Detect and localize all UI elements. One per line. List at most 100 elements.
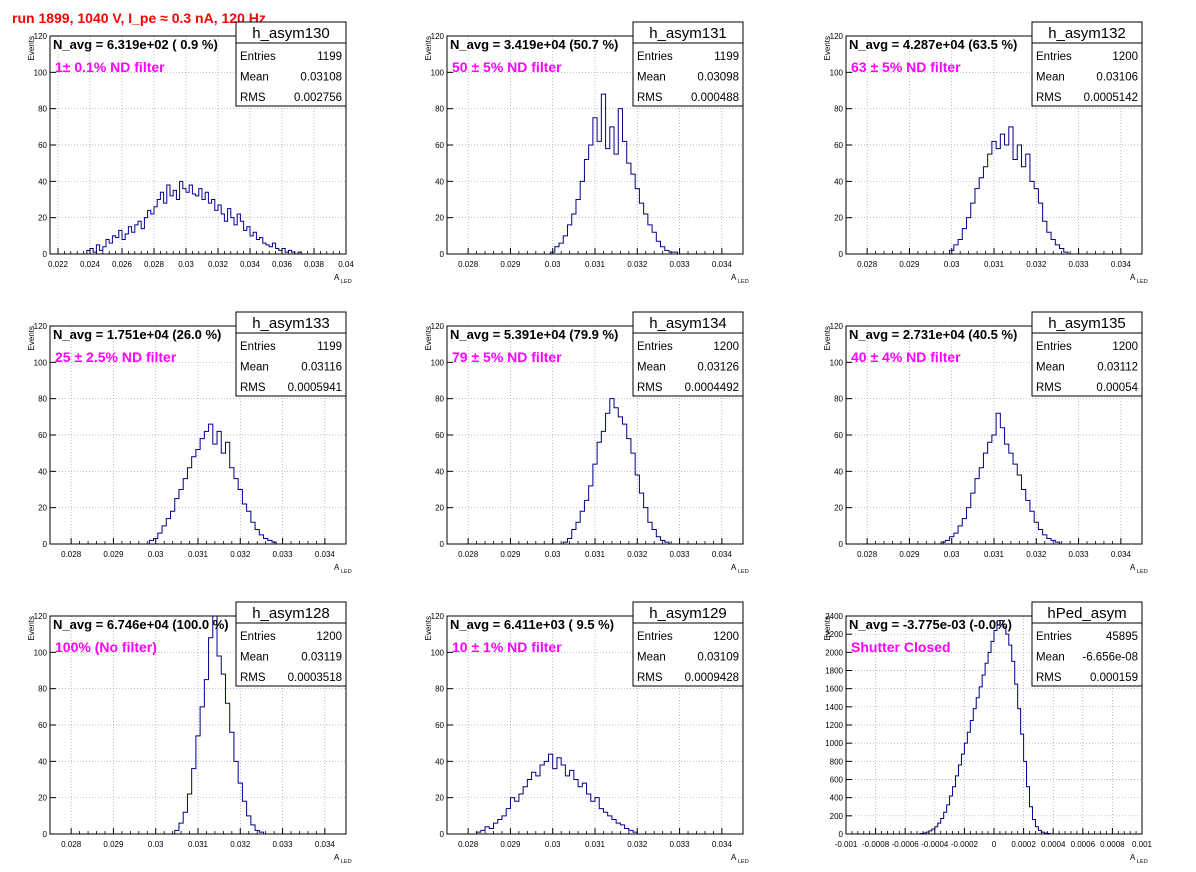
y-tick-label: 20 (38, 794, 47, 803)
x-tick-label: 0.034 (1111, 550, 1132, 559)
stats-box-title: h_asym129 (649, 605, 727, 622)
x-axis-title-subscript: LED (1137, 859, 1148, 865)
y-tick-label: 60 (834, 141, 843, 150)
navg-label: N_avg = 6.746e+04 (100.0 %) (53, 617, 229, 632)
stats-value-rms: 0.0003518 (288, 672, 342, 684)
y-tick-label: 80 (834, 395, 843, 404)
x-tick-label: 0.028 (857, 550, 878, 559)
x-tick-label: -0.001 (835, 840, 858, 849)
filter-annotation: 100% (No filter) (55, 639, 157, 655)
histogram-series (919, 620, 1051, 835)
stats-value-entries: 1199 (714, 51, 739, 63)
stats-label-entries: Entries (240, 51, 276, 63)
y-tick-label: 0 (839, 830, 844, 839)
x-tick-label: 0.029 (500, 550, 521, 559)
x-axis-title: A (1130, 853, 1136, 862)
x-tick-label: 0.034 (712, 550, 733, 559)
x-tick-label: 0.029 (899, 260, 920, 269)
x-tick-label: 0.03 (944, 550, 960, 559)
navg-label: N_avg = 6.319e+02 ( 0.9 %) (53, 37, 218, 52)
stats-value-mean: 0.03106 (1096, 72, 1138, 84)
y-tick-label: 40 (38, 757, 47, 766)
x-tick-label: 0.031 (984, 260, 1005, 269)
stats-box (235, 21, 347, 107)
stats-label-mean: Mean (1036, 652, 1065, 664)
stats-box (1031, 21, 1143, 107)
x-tick-label: 0.024 (80, 260, 101, 269)
run-title: run 1899, 1040 V, I_pe ≈ 0.3 nA, 120 Hz (12, 10, 266, 26)
filter-annotation: 25 ± 2.5% ND filter (55, 349, 177, 365)
y-axis-title: Events (823, 36, 832, 60)
stats-value-mean: 0.03116 (301, 362, 342, 374)
y-tick-label: 80 (38, 685, 47, 694)
y-tick-label: 1400 (825, 703, 843, 712)
y-tick-label: 80 (38, 395, 47, 404)
x-tick-label: 0.032 (627, 840, 648, 849)
stats-box-title: h_asym132 (1048, 25, 1126, 42)
x-tick-label: 0.029 (103, 550, 124, 559)
y-tick-label: 120 (431, 322, 445, 331)
filter-annotation: 63 ± 5% ND filter (851, 59, 961, 75)
stats-value-entries: 1200 (316, 631, 342, 643)
y-tick-label: 2200 (825, 630, 843, 639)
y-tick-label: 0 (43, 250, 48, 259)
stats-box-title: h_asym128 (252, 605, 330, 622)
y-tick-label: 60 (834, 431, 843, 440)
filter-annotation: Shutter Closed (851, 639, 951, 655)
stats-value-entries: 1200 (1112, 341, 1138, 353)
x-axis-title-subscript: LED (738, 859, 749, 865)
x-tick-label: 0.028 (458, 550, 479, 559)
stats-value-rms: 0.00054 (1096, 382, 1138, 394)
stats-box-title: h_asym133 (252, 315, 330, 332)
stats-box-title: hPed_asym (1047, 605, 1126, 622)
stats-value-rms: 0.000159 (1090, 672, 1138, 684)
stats-label-rms: RMS (1036, 672, 1062, 684)
stats-box (235, 601, 347, 687)
x-tick-label: 0.028 (61, 550, 82, 559)
y-tick-label: 60 (38, 431, 47, 440)
y-tick-label: 40 (435, 467, 444, 476)
x-tick-label: 0.0004 (1041, 840, 1066, 849)
x-tick-label: 0.033 (670, 550, 691, 559)
x-tick-label: 0.031 (188, 840, 209, 849)
x-tick-label: 0.032 (627, 260, 648, 269)
x-tick-label: -0.0008 (862, 840, 890, 849)
navg-label: N_avg = 5.391e+04 (79.9 %) (450, 327, 618, 342)
stats-box (1031, 601, 1143, 687)
stats-label-entries: Entries (637, 51, 673, 63)
x-axis-title: A (1130, 273, 1136, 282)
histogram-series (949, 126, 1069, 254)
y-tick-label: 80 (435, 395, 444, 404)
histogram-panel-hPed_asym: -0.001 -0.0008 -0.0006 -0.0004 -0.0002 0 0.000… (823, 601, 1153, 865)
stats-label-rms: RMS (637, 382, 663, 394)
stats-value-rms: 0.002756 (294, 92, 342, 104)
x-tick-label: 0.026 (112, 260, 133, 269)
x-tick-label: 0.029 (500, 840, 521, 849)
x-axis-title: A (334, 853, 340, 862)
stats-label-rms: RMS (240, 92, 266, 104)
y-tick-label: 20 (834, 504, 843, 513)
y-tick-label: 100 (34, 68, 48, 77)
x-tick-label: 0.032 (627, 550, 648, 559)
x-tick-label: 0.03 (545, 550, 561, 559)
x-tick-label: 0.034 (712, 260, 733, 269)
y-tick-label: 100 (830, 358, 844, 367)
x-tick-label: 0.034 (1111, 260, 1132, 269)
navg-label: N_avg = 4.287e+04 (63.5 %) (849, 37, 1017, 52)
stats-label-mean: Mean (240, 362, 269, 374)
x-tick-label: 0.001 (1132, 840, 1153, 849)
y-tick-label: 80 (834, 105, 843, 114)
navg-label: N_avg = 3.419e+04 (50.7 %) (450, 37, 618, 52)
stats-label-rms: RMS (637, 672, 663, 684)
filter-annotation: 40 ± 4% ND filter (851, 349, 961, 365)
x-axis-title: A (334, 273, 340, 282)
stats-box-title: h_asym134 (649, 315, 727, 332)
y-tick-label: 40 (834, 467, 843, 476)
y-tick-label: 100 (34, 358, 48, 367)
histogram-panel-h_asym133: 0.028 0.029 0.03 0.031 0.032 0.033 0.034 0 20 40 6… (27, 311, 352, 575)
x-tick-label: 0.028 (61, 840, 82, 849)
y-tick-label: 120 (34, 612, 48, 621)
x-tick-label: 0.0002 (1011, 840, 1036, 849)
stats-label-rms: RMS (1036, 382, 1062, 394)
x-tick-label: 0.029 (500, 260, 521, 269)
